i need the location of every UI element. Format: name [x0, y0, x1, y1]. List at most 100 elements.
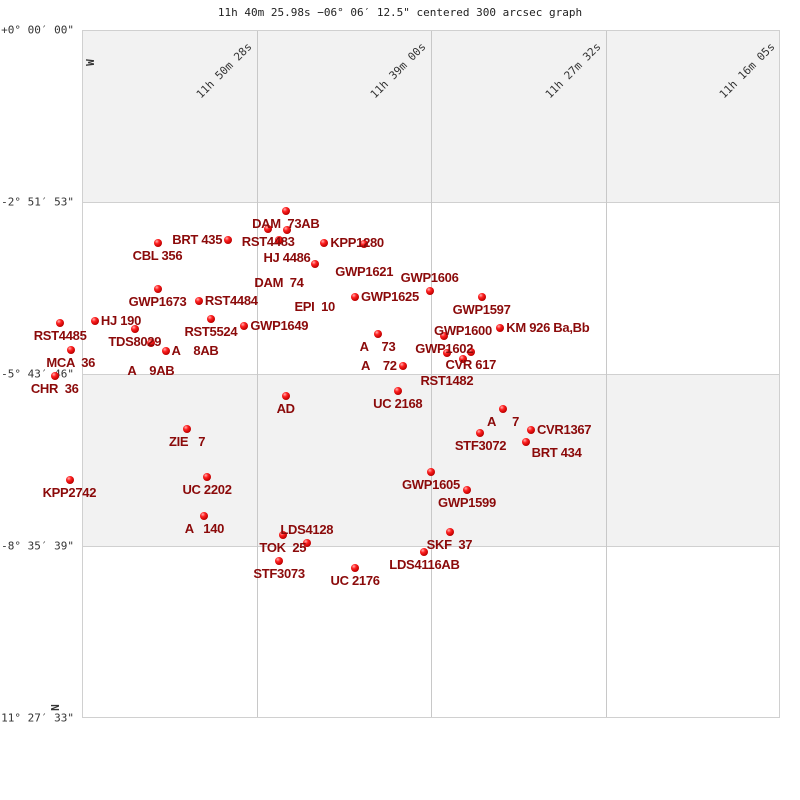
star-label: UC 2176 [330, 572, 381, 588]
star-label: HJ 4486 [263, 249, 311, 265]
y-tick-label: +0° 00′ 00" [1, 23, 74, 37]
star-marker[interactable] [182, 424, 191, 433]
star-marker[interactable] [202, 472, 211, 481]
north-marker: N [48, 704, 62, 711]
star-marker[interactable] [498, 404, 507, 413]
star-label: RST4484 [204, 293, 258, 309]
star-marker[interactable] [463, 485, 472, 494]
star-marker[interactable] [66, 346, 75, 354]
star-marker[interactable] [360, 239, 369, 248]
star-marker[interactable] [206, 314, 215, 323]
star-marker[interactable] [351, 563, 359, 572]
star-marker[interactable] [65, 475, 74, 484]
star-label: KM 926 Ba,Bb [506, 319, 590, 335]
star-marker[interactable] [373, 329, 382, 338]
star-label: GWP1606 [400, 269, 459, 285]
star-label: GWP1602 [415, 340, 474, 356]
star-label: AD [276, 400, 295, 416]
star-marker[interactable] [459, 354, 468, 363]
star-marker[interactable] [351, 292, 359, 301]
star-label: RST4483 [241, 233, 295, 249]
star-marker[interactable] [56, 318, 65, 327]
star-label: GWP1600 [434, 322, 492, 338]
star-marker[interactable] [224, 236, 233, 245]
star-marker[interactable] [194, 297, 203, 306]
star-label: GWP1605 [402, 477, 460, 492]
star-marker[interactable] [496, 323, 505, 332]
star-label: TDS8029 [108, 333, 162, 349]
star-marker[interactable] [146, 338, 155, 347]
star-label: CVR 617 [445, 356, 497, 372]
star-marker[interactable] [310, 259, 319, 268]
star-label: A 8AB [171, 342, 219, 358]
star-label: GWP1621 [335, 263, 394, 279]
star-label: CHR 36 [30, 381, 79, 396]
star-marker[interactable] [466, 347, 475, 356]
star-label: BRT 434 [531, 444, 582, 460]
star-label: GWP1673 [128, 294, 187, 309]
star-label: RST4485 [33, 327, 87, 343]
star-label: A 7 [486, 413, 520, 429]
star-label: GWP1649 [250, 317, 309, 333]
star-marker[interactable] [281, 391, 290, 400]
star-marker[interactable] [526, 425, 535, 434]
star-marker[interactable] [398, 361, 407, 370]
star-label: LDS4116AB [389, 556, 460, 572]
y-tick-label: -8° 35′ 39" [1, 539, 74, 553]
star-marker[interactable] [477, 292, 486, 301]
star-marker[interactable] [393, 386, 402, 395]
gridline-ra [606, 31, 607, 717]
star-marker[interactable] [264, 224, 273, 233]
star-marker[interactable] [427, 468, 435, 476]
star-marker[interactable] [521, 437, 530, 446]
star-marker[interactable] [240, 321, 249, 330]
star-label: BRT 435 [172, 232, 223, 248]
star-marker[interactable] [320, 239, 329, 248]
star-marker[interactable] [90, 317, 99, 325]
star-marker[interactable] [425, 286, 434, 295]
star-marker[interactable] [161, 346, 170, 355]
star-marker[interactable] [274, 236, 283, 245]
star-label: STF3073 [253, 565, 305, 581]
star-marker[interactable] [302, 538, 311, 547]
star-label: HJ 190 [100, 313, 142, 328]
west-marker: W [83, 59, 97, 66]
star-marker[interactable] [278, 530, 287, 539]
star-marker[interactable] [282, 225, 291, 234]
star-label: KPP2742 [42, 484, 97, 500]
star-marker[interactable] [420, 547, 429, 556]
star-label: KPP1280 [330, 235, 384, 251]
star-marker[interactable] [50, 372, 59, 380]
star-label: RST1482 [420, 373, 474, 388]
star-label: SKF 37 [426, 536, 473, 552]
y-tick-label: -2° 51′ 53" [1, 195, 74, 209]
star-label: STF3072 [454, 437, 507, 453]
star-marker[interactable] [153, 285, 162, 293]
star-label: TOK 25 [259, 539, 307, 555]
gridline-ra [431, 31, 432, 717]
star-label: GWP1625 [361, 288, 419, 304]
star-label: A 140 [184, 520, 225, 536]
gridline-ra [257, 31, 258, 717]
star-label: GWP1597 [452, 301, 511, 317]
star-label: GWP1599 [438, 494, 496, 510]
star-label: A 9AB [127, 362, 175, 378]
star-marker[interactable] [442, 349, 451, 357]
star-label: CVR1367 [536, 421, 592, 437]
star-marker[interactable] [281, 207, 290, 216]
star-label: UC 2168 [373, 395, 423, 411]
star-label: A 72 [360, 357, 397, 373]
chart-title: 11h 40m 25.98s −06° 06′ 12.5" centered 3… [217, 6, 583, 19]
star-label: MCA 36 [46, 355, 96, 370]
star-marker[interactable] [130, 324, 139, 333]
star-marker[interactable] [274, 556, 283, 565]
star-label: A 73 [359, 338, 396, 354]
star-label: RST5524 [184, 323, 238, 339]
star-marker[interactable] [200, 511, 209, 520]
star-marker[interactable] [440, 331, 449, 340]
star-label: LDS4128 [280, 521, 334, 537]
star-marker[interactable] [153, 239, 162, 248]
star-marker[interactable] [476, 428, 485, 437]
star-label: EPI 10 [294, 298, 335, 314]
star-marker[interactable] [445, 527, 454, 536]
